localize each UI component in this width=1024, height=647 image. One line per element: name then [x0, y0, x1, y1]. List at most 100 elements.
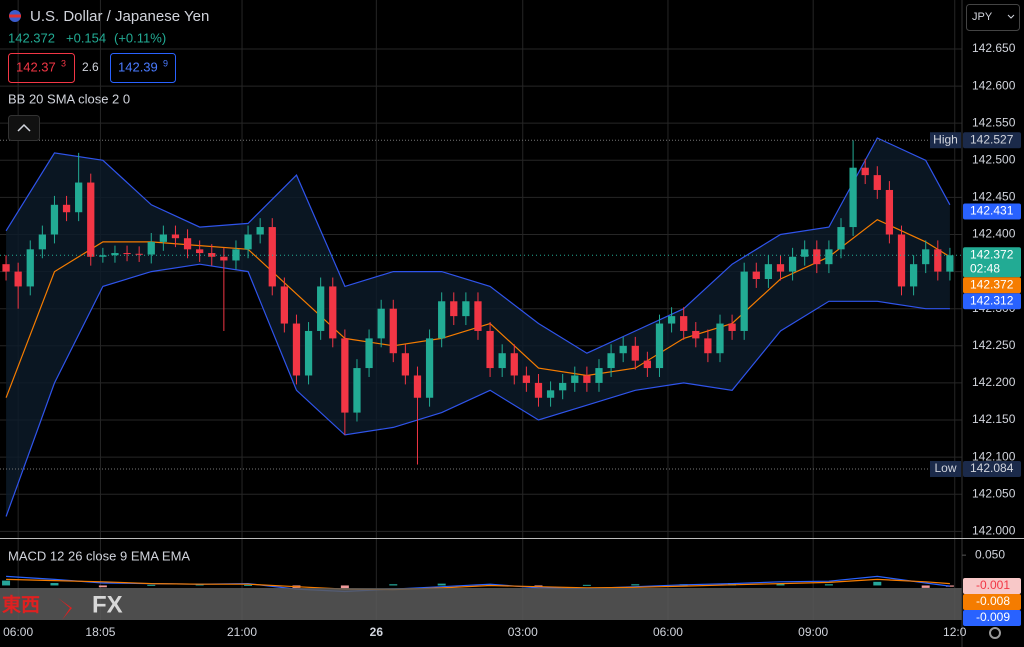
- y-tick-label: 142.500: [972, 152, 1016, 166]
- candle-body: [571, 375, 579, 383]
- bid-price: 142.37: [16, 59, 56, 74]
- candle-body: [377, 308, 385, 339]
- candle-body: [680, 316, 688, 331]
- watermark-right: FX: [92, 591, 123, 618]
- price-badge-label: 142.312: [970, 293, 1014, 307]
- candle-body: [510, 353, 518, 376]
- macd-tick-label: 0.050: [975, 547, 1005, 561]
- price-badge-label: 142.431: [970, 204, 1014, 218]
- candle-body: [813, 249, 821, 265]
- price-badge: [963, 203, 1021, 220]
- candle-body: [631, 345, 639, 361]
- symbol-title: U.S. Dollar / Japanese Yen: [30, 8, 209, 25]
- candle-body: [62, 204, 71, 213]
- currency: JPY: [972, 11, 993, 23]
- watermark-logo: [58, 598, 72, 620]
- x-tick-label: 21:00: [227, 625, 257, 639]
- candle-body: [534, 382, 543, 398]
- candle-body: [401, 353, 410, 376]
- price-change-pct: (+0.11%): [114, 30, 166, 45]
- candle-body: [486, 330, 494, 369]
- candle-body: [837, 227, 845, 250]
- candle-body: [26, 249, 34, 287]
- candle-body: [341, 338, 349, 413]
- candle-body: [643, 360, 652, 369]
- dropdown-icon: [1007, 14, 1015, 19]
- macd-histogram-bar: [437, 583, 446, 586]
- candle-body: [50, 204, 59, 235]
- candle-body: [75, 182, 83, 213]
- candle-body: [292, 323, 301, 376]
- y-tick-label: 142.150: [972, 412, 1016, 426]
- watermark-left: 東西: [2, 593, 40, 616]
- candle-body: [764, 264, 773, 280]
- candle-body: [619, 345, 627, 354]
- candle-body: [752, 271, 760, 280]
- candle-body: [147, 241, 155, 255]
- extreme-tag-label: High: [933, 132, 958, 146]
- y-tick-label: 142.400: [972, 227, 1016, 241]
- candle-body: [135, 253, 143, 255]
- macd-histogram-bar: [486, 584, 495, 586]
- settings-icon[interactable]: [989, 627, 1001, 639]
- x-tick-label: 06:00: [3, 625, 33, 639]
- candle-body: [946, 255, 954, 272]
- candle-body: [740, 271, 748, 331]
- candle-body: [776, 264, 785, 272]
- candle-body: [196, 249, 204, 254]
- macd-histogram-bar: [534, 585, 543, 587]
- extreme-tag: [930, 460, 961, 477]
- candle-body: [583, 375, 591, 383]
- macd-histogram-bar: [50, 583, 59, 586]
- currency-select[interactable]: [966, 4, 1020, 31]
- price-badge-label: 142.372: [970, 277, 1014, 291]
- candle-body: [425, 338, 434, 398]
- price-badge: [963, 247, 1021, 278]
- candle-body: [655, 323, 664, 369]
- macd-badge: [963, 610, 1021, 627]
- y-tick-label: 142.050: [972, 486, 1016, 500]
- x-tick-label: 18:05: [85, 625, 115, 639]
- chevron-icon: [17, 123, 31, 132]
- candle-body: [111, 253, 119, 256]
- candle-body: [462, 301, 470, 317]
- macd-histogram-bar: [195, 584, 204, 586]
- candle-body: [522, 375, 531, 383]
- macd-histogram-bar: [582, 584, 591, 586]
- candle-body: [595, 368, 603, 383]
- extreme-badge: [963, 132, 1021, 149]
- macd-histogram-bar: [824, 584, 833, 586]
- x-tick-label: 12:0: [943, 625, 967, 639]
- candle-body: [304, 330, 313, 376]
- y-tick-label: 142.600: [972, 78, 1016, 92]
- macd-histogram-bar: [340, 585, 349, 589]
- axis: 142.000 142.050 142.100 142.150 142.200 142.2…: [3, 41, 1021, 639]
- candle-body: [885, 189, 894, 235]
- x-tick-label: 09:00: [798, 625, 828, 639]
- last-price: 142.372: [8, 30, 55, 45]
- x-tick-label: 06:00: [653, 625, 683, 639]
- candle-body: [692, 330, 700, 339]
- candle-body: [897, 234, 906, 287]
- x-tick-label: 26: [370, 625, 384, 639]
- extreme-tag-label: Low: [934, 461, 956, 475]
- candle-body: [716, 323, 724, 354]
- band-lower: [5, 263, 950, 517]
- candle-body: [849, 167, 857, 228]
- candle-body: [14, 271, 22, 287]
- candle-body: [922, 249, 930, 265]
- price-badge-label: 142.372: [970, 247, 1014, 261]
- macd-histogram-bar: [776, 583, 785, 586]
- band-upper: [5, 137, 951, 354]
- candle-body: [232, 249, 240, 261]
- candle-body: [474, 301, 482, 331]
- watermark-band: [0, 588, 962, 620]
- macd-signal-line: [6, 578, 950, 591]
- y-tick-label: 142.450: [972, 190, 1016, 204]
- ask-box[interactable]: [110, 53, 176, 83]
- collapse-button[interactable]: [8, 115, 40, 141]
- bid-box[interactable]: [8, 53, 75, 83]
- macd-badge: [963, 578, 1021, 595]
- macd-badge: [963, 594, 1021, 611]
- macd-label: MACD 12 26 close 9 EMA EMA: [8, 548, 190, 563]
